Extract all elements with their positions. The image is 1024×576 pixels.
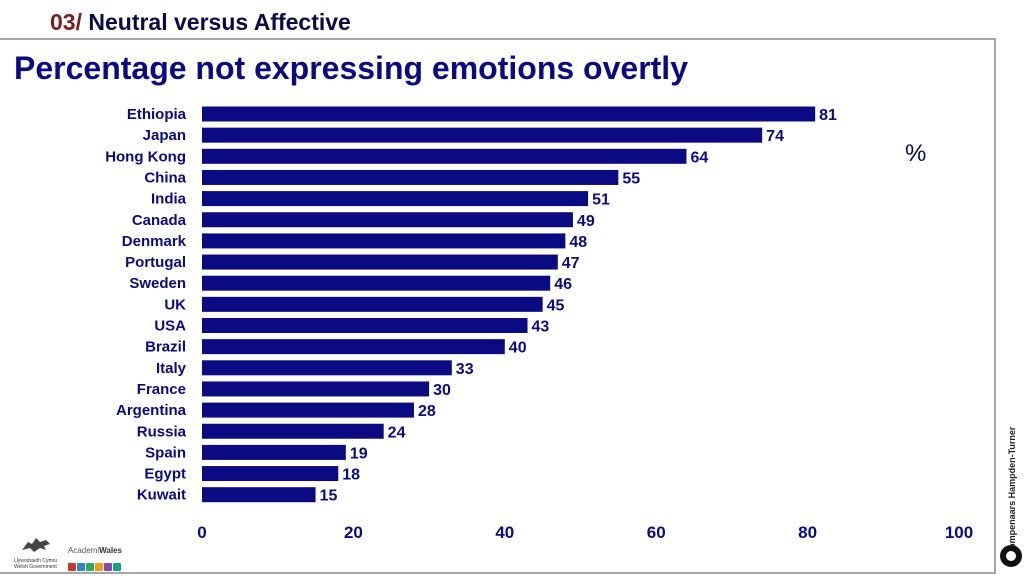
category-label: Japan — [143, 127, 186, 144]
value-label: 15 — [320, 488, 338, 505]
value-label: 55 — [622, 170, 640, 187]
value-label: 47 — [562, 255, 580, 272]
value-label: 19 — [350, 445, 368, 462]
category-label: Brazil — [145, 339, 186, 356]
academi-prefix: Academi — [68, 546, 100, 555]
bar-denmark — [202, 233, 566, 249]
welsh-dragon-icon — [22, 538, 50, 552]
bar-uk — [202, 296, 543, 312]
category-labels-layer: Ethiopia Japan Hong Kong China India Canada De… — [105, 106, 186, 504]
bar-kuwait — [202, 487, 316, 503]
category-label: China — [144, 169, 186, 186]
bar-hong-kong — [202, 148, 687, 164]
value-label: 51 — [592, 192, 610, 209]
academi-icon-orange — [95, 563, 103, 571]
bar-portugal — [202, 254, 558, 270]
bar-ethiopia — [202, 106, 816, 122]
bar-brazil — [202, 339, 505, 355]
value-label: 45 — [547, 297, 565, 314]
value-label: 33 — [456, 361, 474, 378]
bars-layer — [202, 106, 816, 503]
value-label: 74 — [766, 128, 784, 145]
x-tick-label: 60 — [647, 523, 666, 542]
academi-suffix: Wales — [99, 546, 122, 555]
bar-argentina — [202, 402, 414, 418]
value-label: 28 — [418, 403, 436, 420]
brand-logo-icon — [1000, 545, 1022, 567]
value-label: 81 — [819, 107, 837, 124]
academi-icons — [68, 558, 128, 571]
category-label: Portugal — [125, 254, 186, 271]
category-label: India — [151, 191, 187, 208]
unit-label: % — [905, 140, 927, 167]
bar-spain — [202, 444, 346, 460]
category-label: Russia — [137, 423, 187, 440]
category-label: USA — [154, 318, 186, 335]
value-label: 30 — [433, 382, 451, 399]
academi-icon-purple — [104, 563, 112, 571]
section-number: 03/ — [50, 9, 82, 35]
bar-india — [202, 191, 589, 207]
value-label: 49 — [577, 213, 595, 230]
footer-logos: Llywodraeth Cymru Welsh Government Acade… — [12, 532, 132, 572]
x-tick-label: 80 — [798, 523, 817, 542]
bar-italy — [202, 360, 452, 376]
academi-icon-red — [68, 563, 76, 571]
category-label: Egypt — [144, 466, 186, 483]
category-label: Spain — [145, 444, 186, 461]
value-label: 64 — [690, 149, 708, 166]
chart-title: Percentage not expressing emotions overt… — [14, 50, 688, 86]
category-label: Denmark — [122, 233, 187, 250]
academi-icon-blue — [77, 563, 85, 571]
category-label: Argentina — [116, 402, 187, 419]
value-label: 40 — [509, 340, 527, 357]
category-label: UK — [164, 296, 186, 313]
category-label: Kuwait — [137, 487, 186, 504]
welsh-government-text: Llywodraeth Cymru Welsh Government — [14, 558, 58, 570]
category-label: Hong Kong — [105, 148, 186, 165]
value-label: 18 — [342, 467, 360, 484]
value-label: 24 — [388, 424, 406, 441]
bar-russia — [202, 423, 384, 439]
section-title: Neutral versus Affective — [88, 9, 351, 35]
value-label: 48 — [569, 234, 587, 251]
category-label: Ethiopia — [127, 106, 187, 123]
bar-egypt — [202, 466, 339, 482]
x-tick-label: 20 — [344, 523, 363, 542]
bar-usa — [202, 318, 528, 333]
x-tick-label: 0 — [197, 523, 206, 542]
x-tick-label: 40 — [495, 523, 514, 542]
category-label: Canada — [132, 212, 187, 229]
value-label: 46 — [554, 276, 572, 293]
bar-japan — [202, 127, 763, 143]
x-axis-tick-labels: 0 20 40 60 80 100 — [197, 523, 973, 542]
bar-china — [202, 169, 619, 185]
category-label: Italy — [156, 360, 187, 377]
bar-france — [202, 381, 430, 397]
section-header: 03/ Neutral versus Affective — [50, 8, 351, 36]
category-label: Sweden — [129, 275, 186, 292]
bar-sweden — [202, 275, 551, 291]
academi-icon-teal — [113, 563, 121, 571]
category-label: France — [137, 381, 186, 398]
bar-chart: Ethiopia Japan Hong Kong China India Canada De… — [105, 106, 973, 542]
academi-wales-logo: AcademiWales — [68, 546, 122, 555]
bar-canada — [202, 212, 573, 228]
value-label: 43 — [532, 319, 550, 336]
side-brand-text: Trompenaars Hampden-Turner — [1007, 426, 1017, 558]
content-frame — [0, 38, 996, 574]
x-tick-label: 100 — [945, 523, 973, 542]
academi-icon-green — [86, 563, 94, 571]
